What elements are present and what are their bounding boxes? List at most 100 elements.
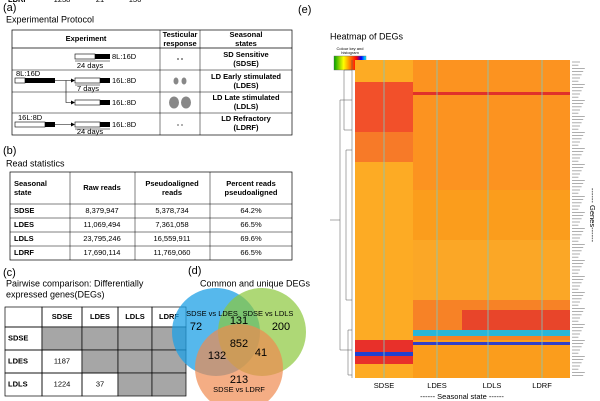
table-border [11, 29, 293, 136]
cell-value: 16,559,911 [154, 234, 191, 243]
panel-label: (c) [3, 267, 16, 279]
dark-bar [100, 122, 110, 127]
panel-label: (a) [3, 2, 16, 14]
duration: 24 days [77, 61, 104, 70]
heat-block [413, 330, 570, 336]
region-count: 72 [190, 321, 202, 333]
cell-value: 1238 [54, 0, 71, 4]
testis [177, 124, 179, 126]
venn-set [195, 324, 283, 401]
column-label: LDLS [125, 312, 145, 321]
cell-value: 64.2% [240, 206, 262, 215]
heat-block [462, 310, 570, 330]
empty-cell [41, 326, 83, 351]
set-label: SDSE vs LDLS [243, 309, 294, 318]
testis [181, 124, 183, 126]
set-label: SDSE vs LDRF [213, 385, 265, 394]
cell-value: 69.6% [240, 234, 262, 243]
photoperiod: 16L:8D [112, 76, 137, 85]
header: state [14, 188, 32, 197]
cell [4, 306, 43, 328]
rules [10, 172, 292, 260]
region-count: 131 [230, 315, 248, 327]
table-body: SDSE LDES LDLS LDRF SDSE LDES 1187 LDLS 1224 37 LD… [4, 0, 187, 397]
cell-value: 17,690,114 [84, 248, 121, 257]
state: (SDSE) [233, 59, 259, 68]
panel-title: expressed genes(DEGs) [6, 289, 105, 299]
heat-block [413, 240, 570, 300]
light-bar [74, 77, 101, 84]
light-bar [14, 121, 46, 128]
row-label: LDRF [8, 0, 28, 4]
row-label: LDES [14, 220, 34, 229]
header: response [163, 39, 196, 48]
region-count: 132 [208, 350, 226, 362]
table-body: SDSE 8,379,947 5,378,734 64.2% LDES 11,069,49… [14, 206, 262, 257]
panel-a: (a) Experimental Protocol Experiment Tes… [3, 2, 293, 136]
dendrogram [330, 60, 353, 378]
state: (LDES) [234, 81, 260, 90]
testis [173, 77, 179, 85]
row-label: SDSE [8, 333, 28, 342]
state: SD Sensitive [223, 50, 268, 59]
column-label: SDSE [374, 381, 394, 390]
key-title: Colour key and [337, 46, 364, 51]
empty-cell [81, 326, 119, 351]
cell-value: 21 [96, 0, 104, 4]
column-label: SDSE [52, 312, 72, 321]
column-label: LDES [427, 381, 447, 390]
light-bar [14, 77, 26, 84]
cell-value: 136 [129, 0, 142, 4]
empty-cell [151, 372, 187, 397]
column-label: LDRF [159, 312, 179, 321]
photoperiod: 8L:16D [16, 69, 41, 78]
cell-value: 11,769,060 [154, 248, 191, 257]
testis [177, 58, 179, 60]
row-label: SDSE [14, 206, 34, 215]
set-label: SDSE vs LDES [186, 309, 238, 318]
y-title: ------ Genes------ [588, 188, 597, 243]
row-label: LDLS [8, 379, 28, 388]
empty-cell [117, 372, 153, 397]
photoperiod: 16L:8D [112, 120, 137, 129]
header: Experiment [66, 34, 107, 43]
panel-title: Pairwise comparison: Differentially [6, 278, 144, 288]
cell-value: 23,795,246 [83, 234, 121, 243]
heat-block [413, 342, 570, 345]
dark-bar [100, 78, 110, 83]
arrowhead [71, 78, 75, 127]
cell-value: 66.5% [240, 220, 262, 229]
state: LD Early stimulated [211, 72, 281, 81]
header: Seasonal [14, 179, 47, 188]
cell-value: 66.5% [240, 248, 262, 257]
photoperiod: 16L:8D [112, 98, 137, 107]
panel-e: (e) Heatmap of DEGs Colour key and histo… [298, 4, 597, 401]
heat-block [413, 60, 570, 190]
cell-value: 1187 [54, 356, 70, 365]
testis [169, 96, 179, 109]
trace-line [383, 60, 543, 378]
testis [181, 96, 191, 109]
header: Testicular [163, 30, 198, 39]
cell-value: 8,379,947 [85, 206, 118, 215]
duration: 24 days [77, 127, 104, 136]
row-label: LDRF [14, 248, 34, 257]
cell-value: 5,378,734 [155, 206, 188, 215]
state: LD Refractory [221, 114, 271, 123]
testis [181, 58, 183, 60]
cell-value: 11,069,494 [84, 220, 121, 229]
dark-bar [25, 78, 55, 83]
empty-cell [117, 326, 153, 351]
panel-title: Common and unique DEGs [200, 278, 311, 288]
row-label: LDES [8, 356, 28, 365]
empty-cell [81, 349, 119, 374]
header: Percent reads [226, 179, 276, 188]
header: pseudoaligned [225, 188, 278, 197]
region-count: 852 [230, 338, 248, 350]
empty-cell [117, 349, 153, 374]
state: LD Late stimulated [212, 93, 280, 102]
column-label: LDRF [532, 381, 552, 390]
gene-labels [572, 61, 585, 377]
duration: 7 days [77, 84, 99, 93]
